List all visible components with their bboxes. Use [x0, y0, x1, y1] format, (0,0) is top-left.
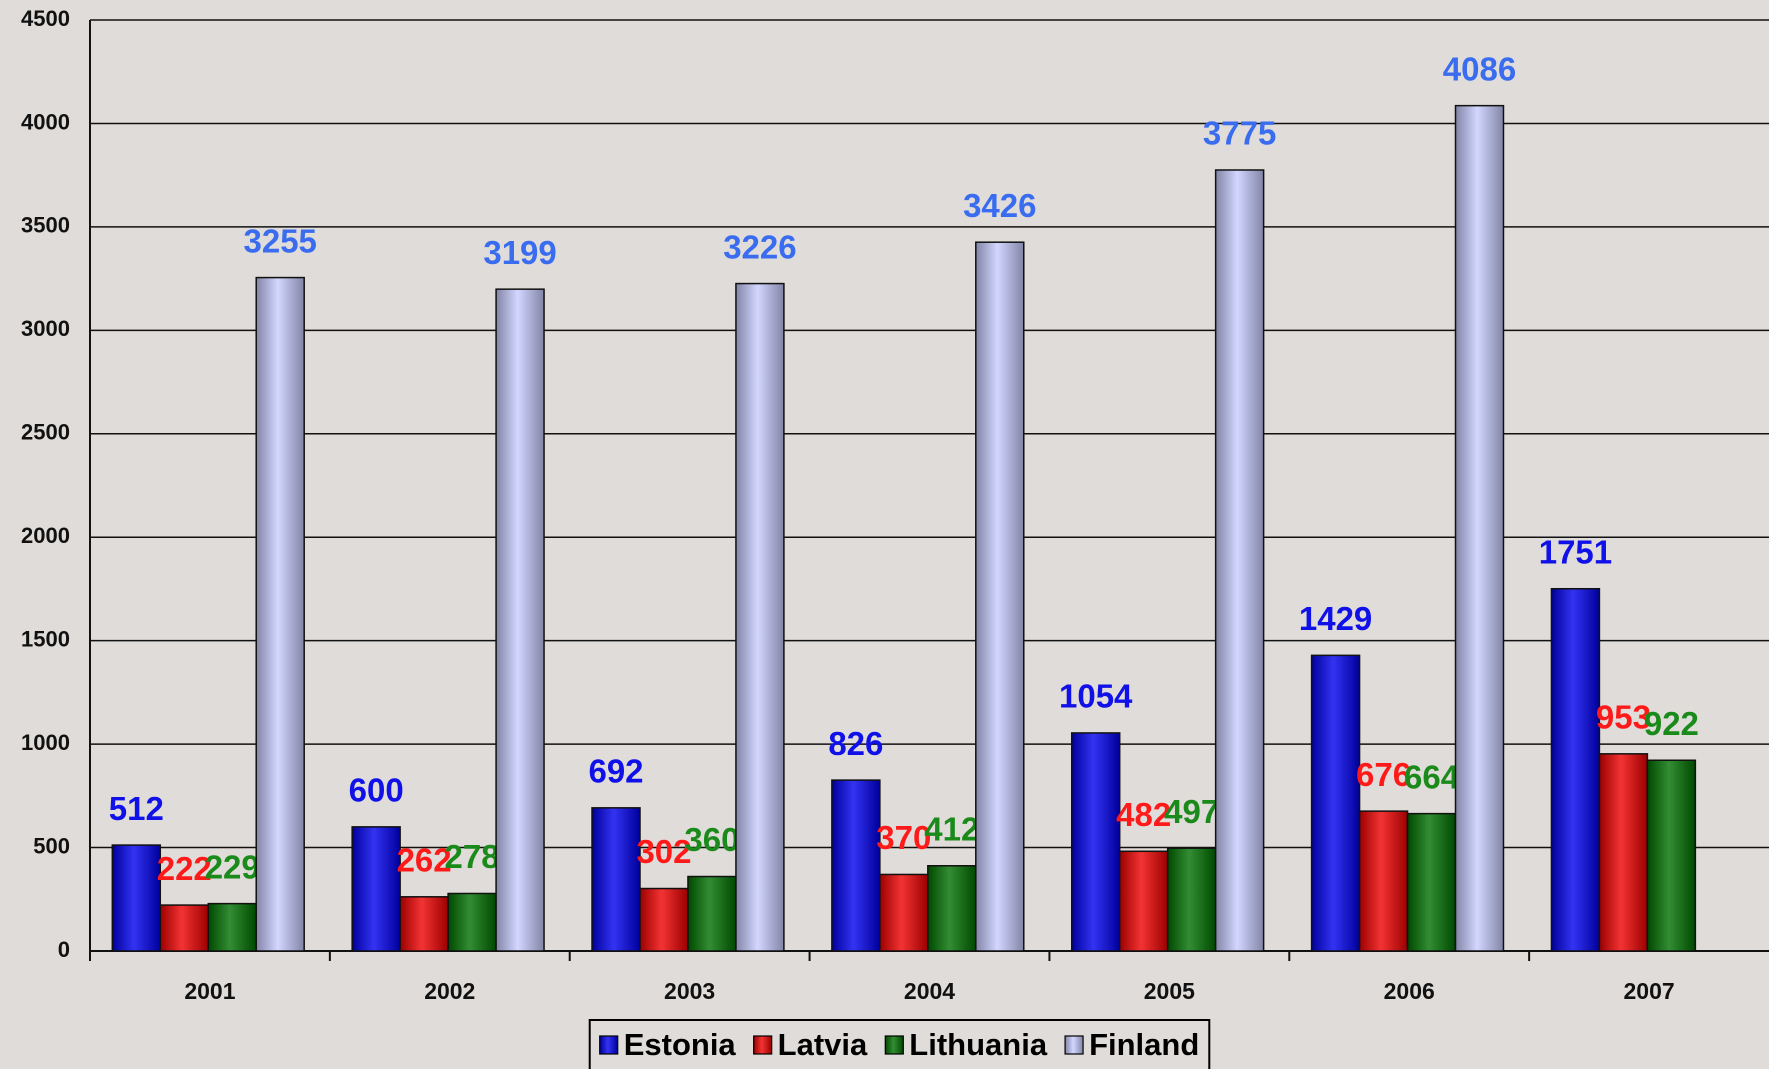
value-label: 360	[684, 821, 739, 858]
y-tick-label: 2000	[21, 523, 70, 548]
y-tick-label: 500	[33, 833, 70, 858]
bar	[1550, 587, 1601, 952]
legend-swatch	[599, 1035, 619, 1055]
value-label: 953	[1596, 699, 1651, 736]
value-label: 497	[1164, 793, 1219, 830]
value-label: 1054	[1059, 678, 1133, 715]
value-label: 3226	[723, 228, 796, 265]
bar	[1598, 753, 1649, 952]
bar	[1070, 732, 1121, 952]
value-label: 302	[636, 833, 691, 870]
value-label: 229	[205, 848, 260, 885]
value-label: 1429	[1299, 600, 1372, 637]
bar	[1118, 850, 1169, 952]
value-label: 278	[445, 838, 500, 875]
y-tick-label: 2500	[21, 420, 70, 445]
bar	[591, 807, 641, 952]
legend-swatch	[753, 1035, 773, 1055]
y-tick-label: 3500	[21, 213, 70, 238]
bar	[495, 288, 545, 952]
legend-swatch	[884, 1035, 904, 1055]
bar	[1646, 759, 1697, 952]
bar	[399, 896, 449, 952]
value-label: 664	[1404, 758, 1460, 795]
bar	[351, 826, 401, 952]
value-label: 3255	[243, 222, 316, 259]
legend: Estonia Latvia Lithuania Finland	[588, 1019, 1211, 1069]
x-tick-label: 2007	[1623, 978, 1674, 1004]
bar	[447, 892, 497, 952]
bar	[1406, 812, 1457, 952]
bar	[687, 875, 737, 952]
value-label: 3199	[483, 234, 556, 271]
bar	[1214, 169, 1265, 952]
x-tick-label: 2006	[1384, 978, 1435, 1004]
y-tick-label: 0	[58, 937, 70, 962]
value-label: 922	[1644, 705, 1699, 742]
value-label: 1751	[1539, 533, 1612, 570]
y-tick-label: 1500	[21, 626, 70, 651]
value-label: 412	[924, 810, 979, 847]
value-label: 826	[828, 725, 883, 762]
value-label: 370	[876, 819, 931, 856]
x-tick-label: 2002	[424, 978, 475, 1004]
bar	[1358, 810, 1409, 952]
value-label: 262	[397, 842, 452, 879]
value-label: 222	[157, 850, 212, 887]
value-label: 3426	[963, 187, 1036, 224]
y-tick-label: 3000	[21, 316, 70, 341]
bar	[927, 865, 977, 952]
legend-label: Estonia	[624, 1027, 737, 1062]
x-tick-label: 2003	[664, 978, 715, 1004]
value-label: 482	[1116, 796, 1171, 833]
legend-swatch	[1064, 1035, 1084, 1055]
bar	[207, 902, 257, 952]
bar	[159, 904, 209, 952]
bar	[1310, 654, 1361, 952]
value-label: 4086	[1443, 50, 1516, 87]
value-label: 600	[349, 772, 404, 809]
legend-label: Lithuania	[909, 1027, 1048, 1062]
y-tick-label: 4500	[21, 6, 70, 31]
bar	[255, 276, 305, 952]
x-tick-label: 2005	[1144, 978, 1195, 1004]
bar	[639, 887, 689, 952]
legend-label: Latvia	[778, 1027, 868, 1062]
y-tick-label: 4000	[21, 109, 70, 134]
value-label: 692	[588, 753, 643, 790]
bar	[879, 873, 929, 952]
y-tick-label: 1000	[21, 730, 70, 755]
x-tick-label: 2004	[904, 978, 955, 1004]
value-label: 676	[1356, 756, 1411, 793]
legend-label: Finland	[1089, 1027, 1199, 1062]
x-tick-label: 2001	[184, 978, 235, 1004]
bar	[111, 844, 162, 952]
bar	[1454, 104, 1505, 952]
bar	[1166, 847, 1217, 952]
value-label: 512	[109, 790, 164, 827]
bar	[735, 282, 785, 952]
value-label: 3775	[1203, 115, 1276, 152]
bar	[975, 241, 1025, 952]
bar	[831, 779, 881, 952]
